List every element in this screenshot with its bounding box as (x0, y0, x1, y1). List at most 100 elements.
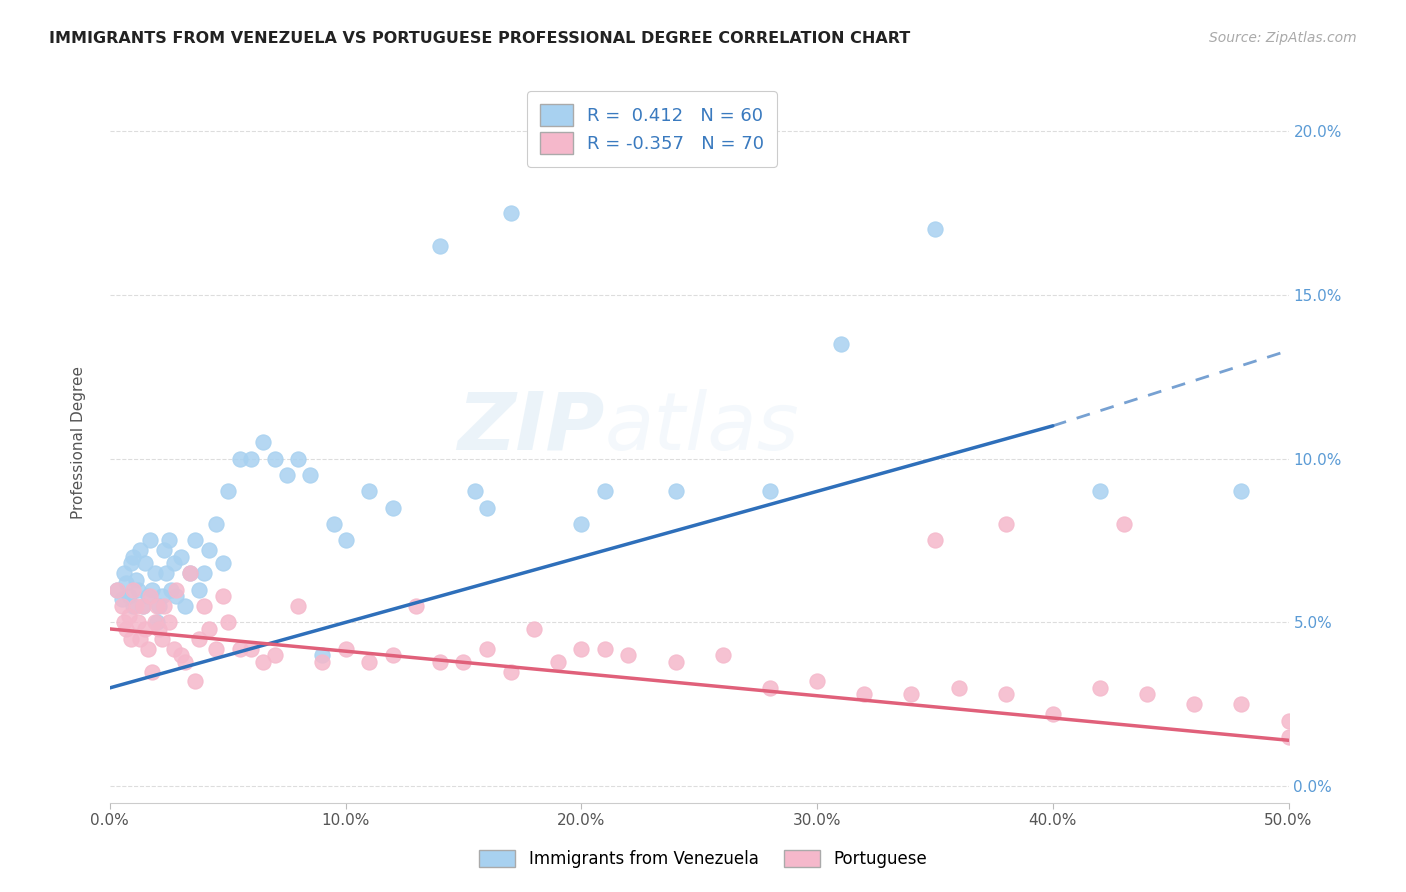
Point (948, 681, 970, 695)
Point (464, 484, 486, 499)
Point (322, 517, 344, 532)
Point (198, 543, 221, 558)
Point (252, 655, 274, 669)
Point (1182, 698, 1205, 712)
Point (112, 615, 135, 630)
Point (311, 648, 333, 662)
Point (212, 557, 235, 571)
Point (1088, 484, 1111, 499)
Point (830, 337, 852, 351)
Point (169, 648, 191, 662)
Point (150, 632, 173, 646)
Point (429, 238, 451, 252)
Point (198, 622, 221, 636)
Text: Source: ZipAtlas.com: Source: ZipAtlas.com (1209, 31, 1357, 45)
Point (118, 608, 141, 623)
Point (129, 543, 152, 558)
Point (593, 641, 616, 656)
Point (1042, 707, 1064, 722)
Point (924, 222, 946, 236)
Point (499, 206, 522, 220)
Point (118, 589, 141, 603)
Point (359, 655, 381, 669)
Point (217, 615, 239, 630)
Point (263, 648, 285, 662)
Point (179, 566, 201, 581)
Point (153, 599, 176, 613)
Point (120, 557, 142, 571)
Point (287, 451, 309, 466)
Point (1277, 714, 1299, 728)
Point (122, 582, 145, 597)
Point (162, 557, 184, 571)
Point (547, 655, 569, 669)
Point (240, 451, 263, 466)
Point (136, 589, 159, 603)
Point (155, 566, 177, 581)
Point (165, 582, 187, 597)
Point (188, 632, 211, 646)
Point (162, 641, 184, 656)
Point (129, 632, 152, 646)
Point (759, 681, 782, 695)
Point (1112, 517, 1135, 532)
Point (924, 533, 946, 548)
Point (143, 615, 166, 630)
Legend: R =  0.412   N = 60, R = -0.357   N = 70: R = 0.412 N = 60, R = -0.357 N = 70 (527, 91, 776, 167)
Point (335, 533, 357, 548)
Point (148, 599, 170, 613)
Point (212, 589, 235, 603)
Point (125, 573, 148, 587)
Point (381, 648, 404, 662)
Point (523, 622, 546, 636)
Point (122, 549, 145, 564)
Point (169, 549, 191, 564)
Point (139, 589, 162, 603)
Point (569, 641, 592, 656)
Point (105, 582, 128, 597)
Point (593, 484, 616, 499)
Point (335, 641, 357, 656)
Point (125, 599, 148, 613)
Point (617, 648, 640, 662)
Point (136, 641, 159, 656)
Point (475, 641, 498, 656)
Point (132, 599, 155, 613)
Point (252, 435, 274, 450)
Point (569, 517, 592, 532)
Point (205, 641, 228, 656)
Point (150, 589, 173, 603)
Point (188, 582, 211, 597)
Point (359, 484, 381, 499)
Point (276, 467, 298, 482)
Point (205, 517, 228, 532)
Point (183, 533, 205, 548)
Point (217, 484, 239, 499)
Point (174, 655, 197, 669)
Point (132, 599, 155, 613)
Point (139, 533, 162, 548)
Point (105, 582, 128, 597)
Point (111, 599, 134, 613)
Point (228, 451, 250, 466)
Point (453, 655, 475, 669)
Point (115, 576, 138, 591)
Point (665, 655, 688, 669)
Point (1277, 730, 1299, 744)
Point (115, 622, 138, 636)
Point (429, 655, 451, 669)
Point (174, 599, 197, 613)
Point (153, 543, 176, 558)
Text: IMMIGRANTS FROM VENEZUELA VS PORTUGUESE PROFESSIONAL DEGREE CORRELATION CHART: IMMIGRANTS FROM VENEZUELA VS PORTUGUESE … (49, 31, 911, 46)
Point (263, 451, 285, 466)
Point (143, 566, 166, 581)
Point (994, 517, 1017, 532)
Point (1230, 484, 1253, 499)
Point (148, 622, 170, 636)
Point (122, 599, 145, 613)
Point (134, 622, 156, 636)
Point (499, 665, 522, 679)
Point (111, 592, 134, 607)
Point (287, 599, 309, 613)
Point (900, 688, 922, 702)
